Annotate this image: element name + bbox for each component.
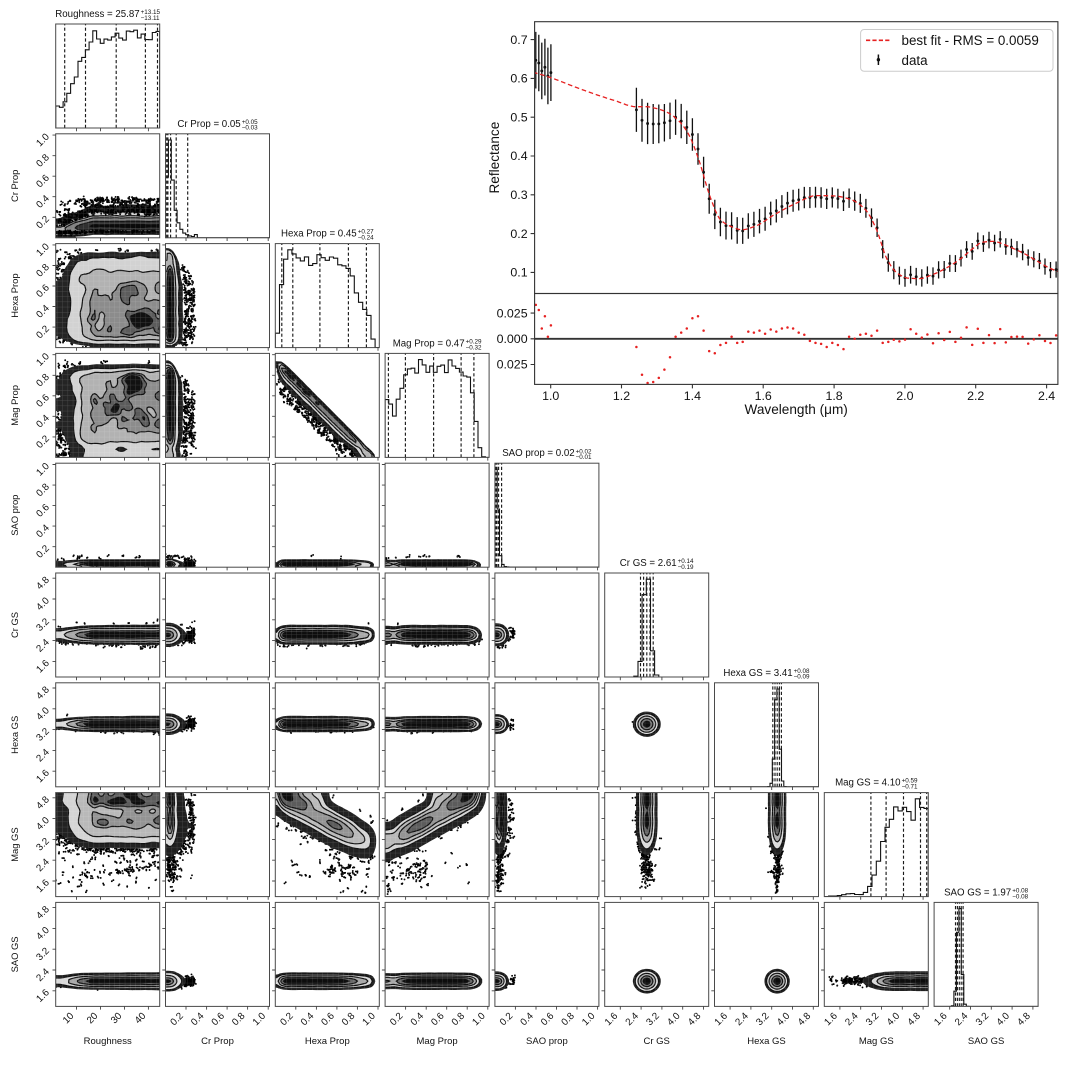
- svg-text:−0.71: −0.71: [902, 784, 918, 791]
- svg-text:−0.24: −0.24: [358, 235, 374, 242]
- svg-text:SAO prop: SAO prop: [526, 1036, 568, 1047]
- svg-text:Mag GS: Mag GS: [859, 1036, 894, 1047]
- svg-text:Hexa GS: Hexa GS: [9, 716, 20, 754]
- svg-text:−0.03: −0.03: [242, 125, 258, 132]
- svg-text:Mag GS = 4.10: Mag GS = 4.10: [835, 778, 901, 789]
- svg-text:0.7: 0.7: [510, 33, 527, 47]
- svg-text:−0.32: −0.32: [466, 344, 482, 351]
- svg-text:2.4: 2.4: [1038, 389, 1055, 403]
- svg-text:−13.11: −13.11: [141, 15, 160, 22]
- svg-text:+0.02: +0.02: [576, 448, 592, 455]
- svg-text:0.025: 0.025: [497, 358, 528, 372]
- svg-text:−0.08: −0.08: [1012, 893, 1028, 900]
- svg-text:+0.08: +0.08: [1012, 888, 1028, 895]
- svg-text:0.025: 0.025: [497, 306, 528, 320]
- svg-text:2.2: 2.2: [967, 389, 984, 403]
- svg-text:Cr GS = 2.61: Cr GS = 2.61: [620, 558, 677, 569]
- svg-text:Mag Prop: Mag Prop: [417, 1036, 458, 1047]
- svg-text:Hexa GS = 3.41: Hexa GS = 3.41: [723, 668, 792, 679]
- svg-text:Cr Prop: Cr Prop: [9, 170, 20, 202]
- svg-text:0.6: 0.6: [510, 72, 527, 86]
- svg-text:+0.14: +0.14: [678, 558, 694, 565]
- svg-text:+0.08: +0.08: [794, 668, 810, 675]
- svg-text:Cr GS: Cr GS: [644, 1036, 670, 1047]
- svg-text:+0.05: +0.05: [242, 119, 258, 126]
- svg-text:SAO prop = 0.02: SAO prop = 0.02: [502, 448, 574, 459]
- svg-text:0.1: 0.1: [510, 266, 527, 280]
- svg-text:1.2: 1.2: [613, 389, 630, 403]
- svg-text:+13.15: +13.15: [141, 9, 161, 16]
- svg-text:Reflectance: Reflectance: [487, 122, 502, 194]
- svg-text:Cr Prop = 0.05: Cr Prop = 0.05: [177, 119, 240, 130]
- svg-text:0.000: 0.000: [497, 332, 528, 346]
- svg-text:Hexa Prop: Hexa Prop: [305, 1036, 350, 1047]
- svg-text:−0.19: −0.19: [678, 564, 694, 571]
- svg-text:2.0: 2.0: [896, 389, 913, 403]
- svg-text:SAO GS: SAO GS: [968, 1036, 1004, 1047]
- svg-text:1.0: 1.0: [542, 389, 559, 403]
- svg-text:Hexa GS: Hexa GS: [747, 1036, 786, 1047]
- svg-text:−0.01: −0.01: [576, 454, 592, 461]
- svg-text:Mag GS: Mag GS: [9, 827, 20, 861]
- svg-text:1.4: 1.4: [684, 389, 701, 403]
- svg-text:Mag Prop = 0.47: Mag Prop = 0.47: [393, 338, 465, 349]
- svg-text:0.5: 0.5: [510, 110, 527, 124]
- svg-text:Roughness = 25.87: Roughness = 25.87: [55, 9, 139, 20]
- svg-text:SAO prop: SAO prop: [9, 495, 20, 536]
- svg-text:Wavelength (μm): Wavelength (μm): [745, 402, 848, 417]
- svg-text:Roughness: Roughness: [84, 1036, 132, 1047]
- svg-text:1.6: 1.6: [755, 389, 772, 403]
- svg-text:SAO GS = 1.97: SAO GS = 1.97: [944, 887, 1011, 898]
- svg-text:0.4: 0.4: [510, 149, 527, 163]
- svg-text:1.8: 1.8: [825, 389, 842, 403]
- svg-text:Hexa Prop = 0.45: Hexa Prop = 0.45: [281, 229, 357, 240]
- svg-text:SAO GS: SAO GS: [9, 936, 20, 972]
- svg-text:+0.27: +0.27: [358, 229, 374, 236]
- svg-text:data: data: [902, 53, 929, 68]
- svg-text:Mag Prop: Mag Prop: [9, 385, 20, 426]
- svg-text:Hexa Prop: Hexa Prop: [9, 273, 20, 317]
- svg-text:+0.59: +0.59: [902, 778, 918, 785]
- svg-text:−0.09: −0.09: [794, 674, 810, 681]
- svg-text:0.2: 0.2: [510, 227, 527, 241]
- svg-text:Cr GS: Cr GS: [9, 612, 20, 638]
- svg-text:+0.29: +0.29: [466, 339, 482, 346]
- svg-text:best fit - RMS = 0.0059: best fit - RMS = 0.0059: [902, 33, 1039, 48]
- svg-text:0.3: 0.3: [510, 188, 527, 202]
- svg-text:Cr Prop: Cr Prop: [201, 1036, 234, 1047]
